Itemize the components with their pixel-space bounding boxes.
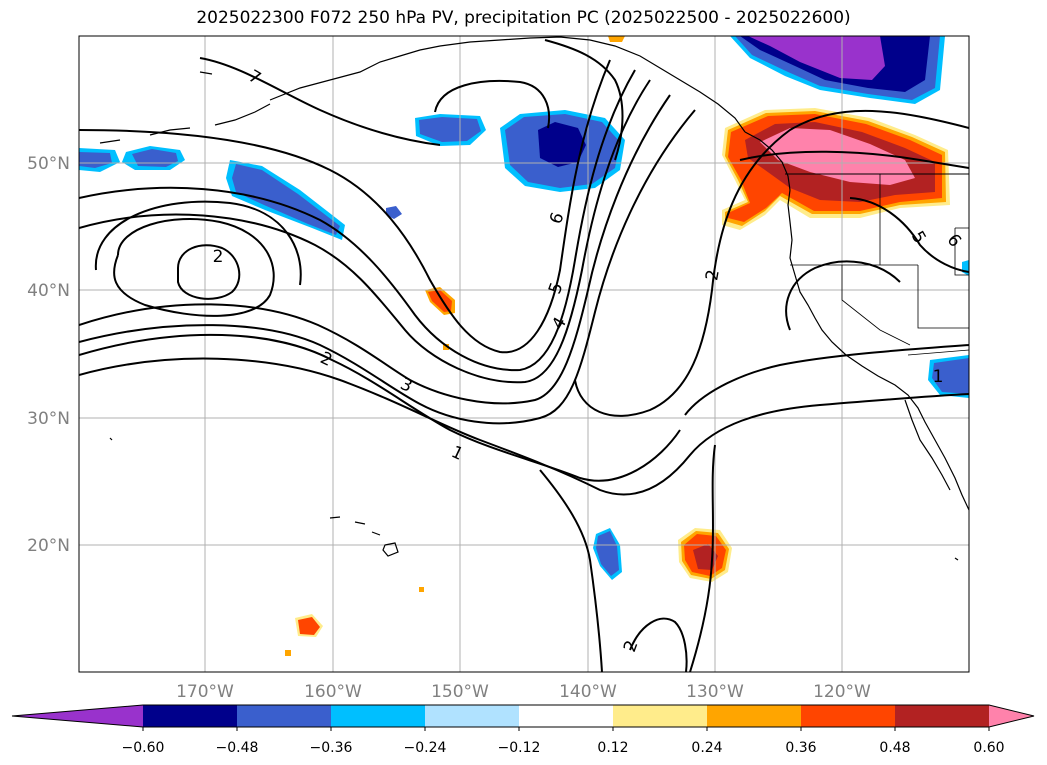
plot-frame	[78, 35, 970, 673]
colorbar-segment	[707, 705, 802, 727]
colorbar-tick-label: 0.12	[597, 740, 628, 756]
colorbar-tick-label: −0.24	[404, 740, 447, 756]
latitude-labels: 50°N 40°N 30°N 20°N	[27, 154, 70, 556]
pv-contours	[79, 39, 969, 672]
contour-jet-5	[79, 109, 696, 425]
colorbar-tick-labels: −0.60 −0.48 −0.36 −0.24 −0.12 0.12 0.24 0.36 0.4…	[122, 727, 1005, 756]
lat-label: 30°N	[27, 409, 70, 429]
colorbar-segment	[425, 705, 520, 727]
lon-label: 130°W	[686, 682, 744, 702]
contour-2-loop	[113, 218, 275, 317]
contour-jet-2	[79, 69, 636, 372]
contour-1-south	[79, 357, 969, 496]
contour-7	[199, 57, 441, 146]
colorbar-segment	[519, 705, 614, 727]
lat-label: 50°N	[27, 154, 70, 174]
contour-jet-3	[79, 79, 651, 384]
map-title: 2025022300 F072 250 hPa PV, precipitatio…	[196, 8, 851, 28]
colorbar-tick-label: −0.36	[310, 740, 353, 756]
map-gridlines	[79, 36, 969, 672]
lon-label: 170°W	[176, 682, 234, 702]
colorbar-segment	[331, 705, 426, 727]
contour-6-east	[739, 150, 969, 169]
pos-region-dot-163w	[285, 650, 291, 656]
baja-coast	[904, 399, 951, 491]
contour-lower-1	[539, 469, 603, 672]
colorbar-segment	[613, 705, 708, 727]
longitude-labels: 170°W 160°W 150°W 140°W 130°W 120°W	[176, 682, 871, 702]
contour-ridge-east	[684, 344, 969, 416]
state-border-ca-nv	[841, 265, 911, 346]
contour-3-loop	[94, 200, 302, 286]
small-island	[109, 437, 113, 441]
contour-jet-1	[79, 59, 611, 354]
lon-label: 160°W	[304, 682, 362, 702]
colorbar	[11, 704, 1035, 728]
lon-label: 150°W	[431, 682, 489, 702]
state-border-nv	[954, 227, 969, 276]
contour-2-south	[79, 333, 681, 482]
contour-label: 2	[213, 247, 224, 267]
colorbar-segment	[237, 705, 332, 727]
state-border-ut-az	[917, 265, 969, 329]
colorbar-extend-right	[989, 705, 1034, 727]
contour-trough-east	[574, 109, 969, 417]
contour-label: 2	[702, 268, 724, 282]
colorbar-tick-label: 0.36	[785, 740, 816, 756]
contour-north-1	[544, 39, 624, 161]
contour-ridge-2	[785, 260, 901, 331]
lat-label: 20°N	[27, 536, 70, 556]
pos-region-north-small	[608, 36, 625, 42]
colorbar-tick-label: −0.48	[216, 740, 259, 756]
mexico-border	[907, 349, 969, 356]
neg-region-small-150w	[386, 206, 402, 219]
pos-region-dot-152w	[419, 587, 424, 592]
lon-label: 140°W	[559, 682, 617, 702]
colorbar-segment	[801, 705, 896, 727]
colorbar-segment	[895, 705, 990, 727]
colorbar-tick-label: −0.12	[498, 740, 541, 756]
colorbar-tick-label: 0.48	[879, 740, 910, 756]
contour-lower-2	[689, 444, 716, 672]
canada-coast	[744, 131, 791, 191]
contour-2-closed	[177, 244, 241, 300]
colorbar-segment	[143, 705, 238, 727]
alaska-coast	[269, 36, 746, 133]
contour-label: 1	[933, 367, 944, 387]
contour-upper-loop	[434, 79, 550, 129]
contour-2-bottom	[629, 617, 688, 672]
small-island-2	[954, 557, 959, 561]
colorbar-tick-label: −0.60	[122, 740, 165, 756]
lon-label: 120°W	[813, 682, 871, 702]
colorbar-extend-left	[12, 705, 143, 727]
hawaii-islands	[329, 516, 399, 557]
lat-label: 40°N	[27, 281, 70, 301]
colorbar-tick-label: 0.24	[691, 740, 722, 756]
contour-5-east	[849, 197, 969, 273]
colorbar-tick-label: 0.60	[973, 740, 1004, 756]
contour-jet-4	[79, 94, 671, 405]
